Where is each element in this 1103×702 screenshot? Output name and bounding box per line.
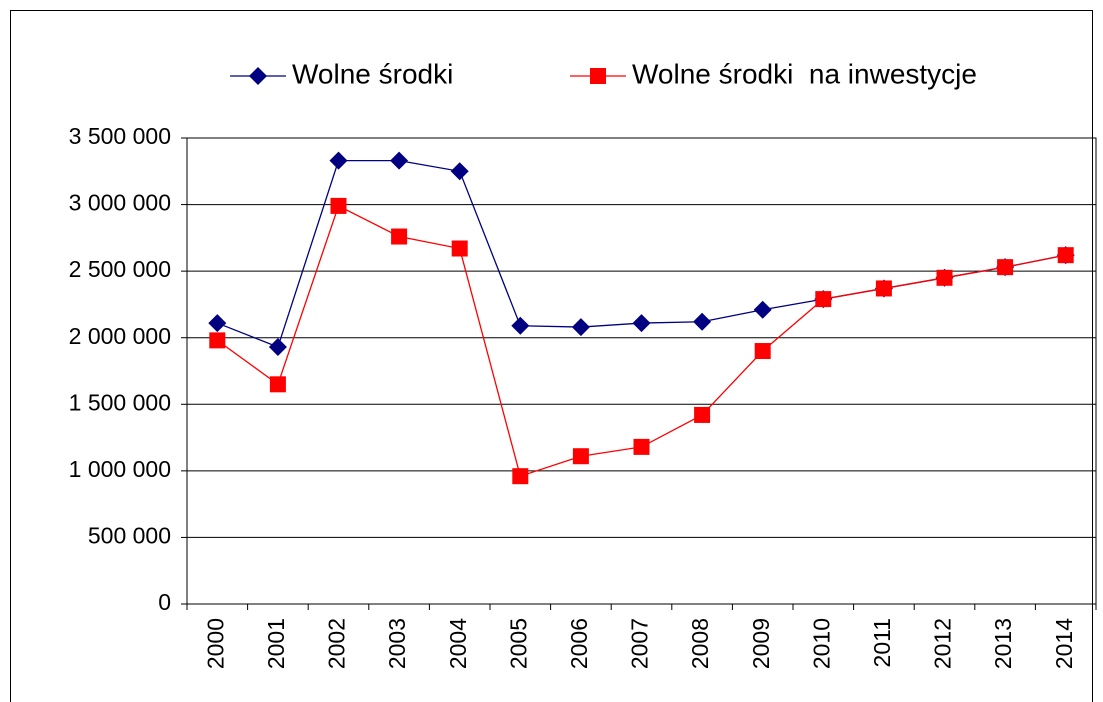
x-tick-label: 2008: [687, 618, 713, 669]
data-point: [268, 338, 287, 357]
data-point: [693, 312, 712, 331]
data-point: [390, 151, 409, 170]
x-tick-label: 2001: [263, 618, 289, 669]
data-point: [815, 291, 832, 308]
data-point: [572, 448, 589, 465]
x-tick-label: 2013: [990, 618, 1016, 669]
y-tick-label: 500 000: [88, 523, 171, 549]
y-tick-label: 1 000 000: [69, 456, 171, 482]
y-tick-label: 3 000 000: [69, 190, 171, 216]
x-tick-label: 2002: [324, 618, 350, 669]
data-point: [694, 406, 711, 423]
x-tick-label: 2003: [384, 618, 410, 669]
y-tick-label: 2 500 000: [69, 256, 171, 282]
x-tick-label: 2014: [1051, 618, 1077, 669]
data-point: [450, 162, 469, 181]
data-point: [329, 151, 348, 170]
data-point: [511, 316, 530, 335]
data-point: [753, 300, 772, 319]
x-tick-label: 2009: [748, 618, 774, 669]
data-point: [269, 376, 286, 393]
data-point: [209, 332, 226, 349]
data-point: [512, 468, 529, 485]
data-point: [875, 280, 892, 297]
y-tick-label: 0: [158, 589, 171, 615]
x-tick-label: 2011: [869, 618, 895, 667]
x-tick-label: 2006: [566, 618, 592, 669]
x-tick-label: 2012: [930, 618, 956, 669]
data-point: [632, 314, 651, 333]
data-point: [936, 269, 953, 286]
data-point: [997, 259, 1014, 276]
x-tick-label: 2007: [627, 618, 653, 669]
legend-label: Wolne środki na inwestycje: [632, 58, 977, 89]
data-point: [451, 240, 468, 257]
data-point: [208, 314, 227, 333]
data-point: [391, 228, 408, 245]
data-point: [330, 197, 347, 214]
chart-border: [10, 10, 1093, 702]
data-point: [633, 438, 650, 455]
x-tick-label: 2004: [445, 618, 471, 669]
x-tick-label: 2010: [808, 618, 834, 669]
y-tick-label: 2 000 000: [69, 323, 171, 349]
data-point: [1057, 247, 1074, 264]
data-point: [754, 343, 771, 360]
x-tick-label: 2000: [202, 618, 228, 669]
data-point: [571, 318, 590, 337]
legend-label: Wolne środki: [292, 58, 453, 89]
y-tick-label: 1 500 000: [69, 389, 171, 415]
legend-marker: [590, 68, 606, 84]
x-tick-label: 2005: [505, 618, 531, 669]
y-tick-label: 3 500 000: [69, 123, 171, 149]
legend-marker: [249, 67, 267, 85]
